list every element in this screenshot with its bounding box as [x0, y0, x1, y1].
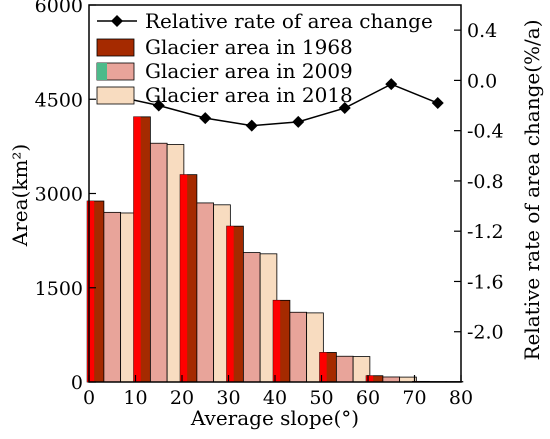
bar-2009-5	[103, 211, 122, 383]
rate-point-45	[292, 115, 305, 128]
bars-layer	[86, 116, 464, 383]
bar-2009-65	[382, 376, 401, 383]
rate-point-35	[245, 119, 258, 132]
x-tick-label: 10	[123, 387, 147, 409]
bar-highlight-45	[273, 300, 281, 382]
y-left-tick-label: 4500	[35, 89, 83, 111]
x-tick-label: 70	[402, 387, 426, 409]
legend-diamond-marker	[111, 15, 123, 27]
x-tick-label: 50	[309, 387, 333, 409]
y-left-tick-label: 1500	[35, 278, 83, 300]
bar-highlight-15	[133, 116, 141, 383]
legend-label-2018: Glacier area in 2018	[145, 83, 353, 107]
y-left-axis-title: Area(km²)	[8, 144, 32, 247]
x-tick-label: 80	[449, 387, 473, 409]
y-right-tick-label: -0.4	[467, 121, 504, 143]
legend-label-1968: Glacier area in 1968	[145, 35, 353, 59]
rate-line	[112, 83, 439, 127]
y-left-tick-label: 3000	[35, 184, 83, 206]
rate-point-65	[385, 78, 398, 91]
x-tick-label: 0	[83, 387, 95, 409]
x-axis-title: Average slope(°)	[190, 406, 359, 430]
x-tick-label: 30	[216, 387, 240, 409]
bar-2009-45	[289, 311, 308, 383]
y-right-tick-label: -1.2	[467, 221, 504, 243]
bar-highlight-55	[319, 352, 327, 382]
x-tick-label: 20	[170, 387, 194, 409]
rate-point-15	[152, 99, 165, 112]
bar-highlight-65	[366, 375, 374, 382]
legend-swatch-2018	[96, 86, 135, 105]
y-right-tick-label: -0.8	[467, 171, 504, 193]
bar-2009-55	[335, 355, 354, 383]
legend-swatch-2009-accent	[97, 63, 107, 80]
y-left-tick-label: 0	[71, 372, 83, 394]
y-right-axis-title: Relative rate of area change(%/a)	[520, 19, 544, 360]
bar-highlight-25	[180, 174, 188, 382]
legend-label-2009: Glacier area in 2009	[145, 59, 353, 83]
rate-point-55	[338, 102, 351, 115]
legend-swatch-1968	[96, 38, 135, 57]
bar-2009-25	[196, 202, 215, 383]
bar-2009-15	[149, 142, 168, 383]
bar-highlight-35	[226, 226, 234, 382]
legend-label-rate: Relative rate of area change	[145, 9, 433, 33]
y-right-tick-label: -1.6	[467, 271, 504, 293]
y-right-tick-label: -2.0	[467, 322, 504, 344]
bar-highlight-5	[87, 201, 95, 382]
y-left-tick-label: 6000	[35, 0, 83, 17]
x-tick-label: 40	[263, 387, 287, 409]
bar-2009-35	[242, 252, 261, 383]
x-tick-label: 60	[356, 387, 380, 409]
rate-point-75	[431, 97, 444, 110]
y-right-tick-label: 0.0	[467, 70, 497, 92]
rate-point-25	[199, 112, 212, 125]
legend: Relative rate of area change Glacier are…	[96, 9, 433, 107]
y-right-tick-label: 0.4	[467, 20, 497, 42]
ticks-layer: 0 10 20 30 40 50 60 70 80 0 1500 3000 4500 6000 -2.0 -1…	[35, 0, 504, 409]
